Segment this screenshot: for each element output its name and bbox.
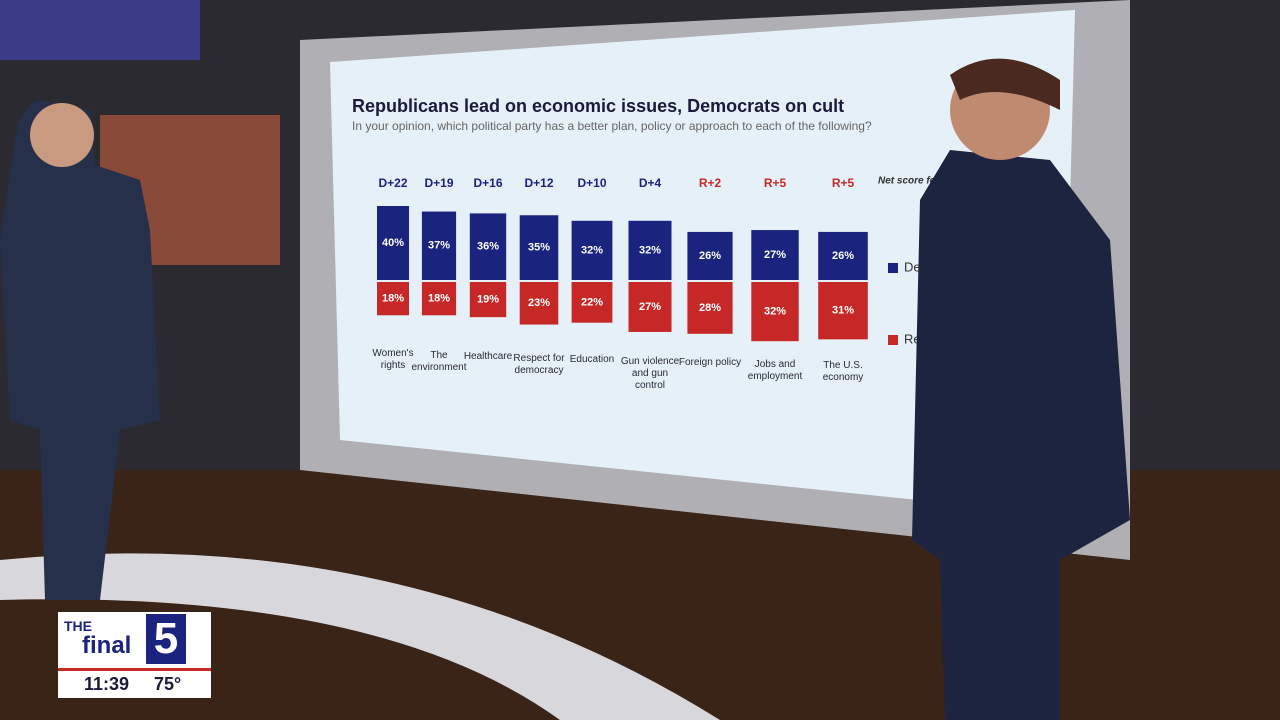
bar — [571, 220, 613, 280]
net-score: D+4 — [639, 176, 662, 190]
net-score: D+16 — [473, 176, 502, 190]
bar — [818, 231, 868, 280]
value-label: 18% — [428, 293, 450, 305]
bar — [519, 282, 559, 325]
bar — [687, 282, 733, 334]
bar — [818, 282, 868, 340]
net-score: D+19 — [424, 176, 453, 190]
net-score: R+5 — [764, 176, 787, 190]
category-label: The U.S. economy — [822, 360, 864, 383]
bar — [571, 282, 613, 323]
value-label: 23% — [528, 297, 550, 309]
value-label: 36% — [477, 241, 499, 253]
legend-swatch — [888, 335, 898, 345]
category-label: Foreign policy — [678, 357, 742, 368]
presenter-right-hair — [950, 58, 1060, 110]
floor-arc — [0, 553, 720, 720]
value-label: 27% — [639, 301, 661, 313]
value-label: 28% — [699, 302, 721, 314]
legend-swatch — [888, 263, 898, 273]
net-score: D+22 — [378, 176, 407, 190]
bar — [469, 282, 507, 318]
presenter-left-head — [30, 103, 94, 167]
category-label: Jobs and employment — [747, 358, 803, 382]
category-label: The environment — [411, 349, 467, 373]
bar — [628, 282, 672, 332]
value-label: 26% — [699, 250, 721, 262]
net-score: D+10 — [577, 176, 606, 190]
value-label: 35% — [528, 242, 550, 254]
category-label: Healthcare — [463, 351, 513, 362]
category-label: Respect for democracy — [513, 352, 565, 376]
value-label: 32% — [764, 306, 786, 318]
value-label: 18% — [382, 293, 404, 305]
value-label: 19% — [477, 293, 499, 305]
brand-top: THE — [64, 618, 92, 634]
presenter-right — [912, 150, 1130, 720]
value-label: 26% — [832, 250, 854, 262]
brand-number: 5 — [146, 614, 186, 664]
category-label: Women's rights — [372, 348, 414, 371]
value-label: 22% — [581, 296, 603, 308]
net-score-header: Net score for Aug — [878, 176, 962, 187]
bar — [377, 206, 409, 280]
value-label: 40% — [382, 237, 404, 249]
category-label: Education — [569, 354, 615, 365]
temperature: 75° — [154, 674, 182, 694]
bar — [751, 282, 799, 342]
brand-rule — [58, 668, 211, 671]
chart-title: Republicans lead on economic issues, Dem… — [352, 96, 844, 116]
net-score: R+5 — [832, 176, 855, 190]
bar — [469, 213, 507, 280]
value-label: 27% — [764, 249, 786, 261]
value-label: 32% — [581, 244, 603, 256]
time: 11:39 — [84, 674, 130, 694]
presenter-left — [0, 100, 160, 600]
bar — [687, 231, 733, 280]
station-logo: THE final 5 11:39 75° — [58, 612, 211, 698]
brand-word: final — [82, 632, 132, 659]
value-label: 32% — [639, 244, 661, 256]
bar — [421, 211, 457, 280]
studio-light — [0, 0, 200, 60]
net-score: D+12 — [524, 176, 553, 190]
value-label: 31% — [832, 305, 854, 317]
bar — [628, 220, 672, 280]
bar — [751, 230, 799, 280]
category-label: Gun violence and gun control — [620, 355, 680, 391]
value-label: 37% — [428, 240, 450, 252]
net-score: R+2 — [699, 176, 722, 190]
chart-subtitle: In your opinion, which political party h… — [352, 119, 872, 133]
bar — [421, 282, 457, 316]
bar — [377, 282, 409, 316]
bar — [519, 215, 559, 280]
